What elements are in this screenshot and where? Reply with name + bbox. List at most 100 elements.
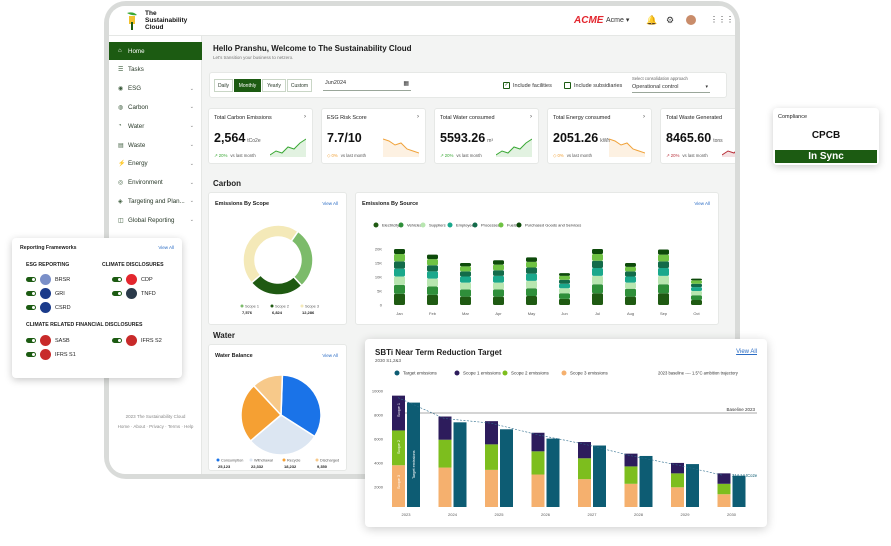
bar-segment[interactable] <box>427 254 438 260</box>
bar-segment[interactable] <box>658 293 669 305</box>
bar-segment[interactable] <box>671 487 684 507</box>
bar-segment[interactable] <box>592 260 603 269</box>
bar-segment[interactable] <box>691 278 702 281</box>
target-bar[interactable] <box>639 455 653 507</box>
bar-segment[interactable] <box>427 271 438 279</box>
bar-segment[interactable] <box>493 270 504 276</box>
pie-slice-scope-3[interactable] <box>242 224 300 284</box>
bar-segment[interactable] <box>531 474 545 507</box>
framework-item-ifrs-s2[interactable]: IFRS S2 <box>112 335 162 346</box>
apps-grid-icon[interactable]: ⋮⋮⋮ <box>710 15 734 24</box>
bar-segment[interactable] <box>578 442 591 459</box>
bar-segment[interactable] <box>493 296 504 305</box>
bar-segment[interactable] <box>493 275 504 283</box>
bar-segment[interactable] <box>559 275 570 280</box>
bar-segment[interactable] <box>559 273 570 276</box>
sidebar-item-environment[interactable]: ◎ Environment ⌄ <box>109 174 202 192</box>
bar-segment[interactable] <box>493 282 504 290</box>
sidebar-item-carbon[interactable]: ◍ Carbon ⌄ <box>109 98 202 116</box>
target-bar[interactable] <box>500 429 513 507</box>
bar-segment[interactable] <box>625 296 636 305</box>
bar-segment[interactable] <box>559 283 570 289</box>
bar-segment[interactable] <box>460 296 471 305</box>
target-bar[interactable] <box>546 438 560 507</box>
pie-slice-recycle[interactable] <box>240 384 283 442</box>
kpi-card[interactable]: Total Energy consumed › 2051.26 kWh ◇ 0% vs l… <box>547 108 652 164</box>
bar-segment[interactable] <box>691 280 702 284</box>
bar-segment[interactable] <box>460 271 471 277</box>
sidebar-item-home[interactable]: ⌂ Home <box>109 42 202 60</box>
target-bar[interactable] <box>593 445 606 507</box>
include-facilities-checkbox[interactable]: ✓ Include facilities <box>503 82 552 89</box>
bar-segment[interactable] <box>592 268 603 276</box>
bar-segment[interactable] <box>526 288 537 297</box>
bar-segment[interactable] <box>460 266 471 272</box>
bar-segment[interactable] <box>658 275 669 285</box>
bar-segment[interactable] <box>394 268 405 277</box>
bar-segment[interactable] <box>625 276 636 283</box>
framework-item-ifrs-s1[interactable]: IFRS S1 <box>26 349 76 360</box>
target-bar[interactable] <box>686 464 699 507</box>
bar-segment[interactable] <box>658 268 669 276</box>
bar-segment[interactable] <box>493 264 504 271</box>
sidebar-item-global-reporting[interactable]: ◫ Global Reporting ⌄ <box>109 211 202 229</box>
bar-segment[interactable] <box>559 279 570 284</box>
bar-segment[interactable] <box>625 271 636 277</box>
bar-segment[interactable] <box>658 261 669 269</box>
bar-segment[interactable] <box>658 284 669 294</box>
toggle-switch[interactable] <box>112 338 122 343</box>
bar-segment[interactable] <box>691 283 702 288</box>
bar-segment[interactable] <box>438 439 452 468</box>
bar-segment[interactable] <box>592 249 603 255</box>
bar-segment[interactable] <box>460 276 471 283</box>
target-bar[interactable] <box>407 402 420 507</box>
include-subsidiaries-checkbox[interactable]: Include subsidiaries <box>564 82 622 89</box>
bar-segment[interactable] <box>625 282 636 289</box>
toggle-switch[interactable] <box>26 305 36 310</box>
bar-segment[interactable] <box>485 444 498 470</box>
sidebar-item-tasks[interactable]: ☰ Tasks <box>109 61 202 79</box>
bar-segment[interactable] <box>485 469 498 507</box>
pie-slice-scope-2[interactable] <box>250 273 303 296</box>
framework-item-brsr[interactable]: BRSR <box>26 274 70 285</box>
bar-segment[interactable] <box>531 432 545 452</box>
framework-item-tnfd[interactable]: TNFD <box>112 288 156 299</box>
toggle-switch[interactable] <box>26 352 36 357</box>
period-daily[interactable]: Daily <box>214 79 233 92</box>
bar-segment[interactable] <box>427 286 438 295</box>
org-select[interactable]: Acme ▾ <box>606 16 629 24</box>
sidebar-item-water[interactable]: ◔ Water ⌄ <box>109 117 202 135</box>
bar-segment[interactable] <box>717 483 731 495</box>
sidebar-item-esg[interactable]: ◉ ESG ⌄ <box>109 80 202 98</box>
bar-segment[interactable] <box>531 451 545 475</box>
bar-segment[interactable] <box>592 275 603 285</box>
bar-segment[interactable] <box>625 263 636 267</box>
bar-segment[interactable] <box>691 295 702 300</box>
bar-segment[interactable] <box>624 466 638 484</box>
view-all-link[interactable]: View All <box>158 245 174 250</box>
bar-segment[interactable] <box>624 483 638 507</box>
bell-icon[interactable]: 🔔 <box>646 15 658 25</box>
framework-item-sasb[interactable]: SASB <box>26 335 70 346</box>
view-all-link[interactable]: View All <box>322 201 338 206</box>
bar-segment[interactable] <box>559 298 570 305</box>
consolidation-select[interactable]: Operational control ▾ <box>632 84 710 93</box>
bar-segment[interactable] <box>624 453 638 467</box>
bar-segment[interactable] <box>592 254 603 261</box>
date-input[interactable]: Jun2024 ▦ <box>323 80 411 91</box>
bar-segment[interactable] <box>460 282 471 290</box>
bar-segment[interactable] <box>691 299 702 305</box>
toggle-switch[interactable] <box>112 291 122 296</box>
bar-segment[interactable] <box>493 289 504 297</box>
bar-segment[interactable] <box>559 293 570 299</box>
period-monthly[interactable]: Monthly <box>234 79 261 92</box>
bar-segment[interactable] <box>592 293 603 305</box>
bar-segment[interactable] <box>625 288 636 297</box>
sidebar-item-waste[interactable]: ▤ Waste ⌄ <box>109 136 202 154</box>
period-yearly[interactable]: Yearly <box>262 79 286 92</box>
bar-segment[interactable] <box>658 254 669 262</box>
bar-segment[interactable] <box>526 261 537 268</box>
bar-segment[interactable] <box>427 265 438 272</box>
footer-links[interactable]: Home · About · Privacy · Terms · Help <box>117 424 194 429</box>
